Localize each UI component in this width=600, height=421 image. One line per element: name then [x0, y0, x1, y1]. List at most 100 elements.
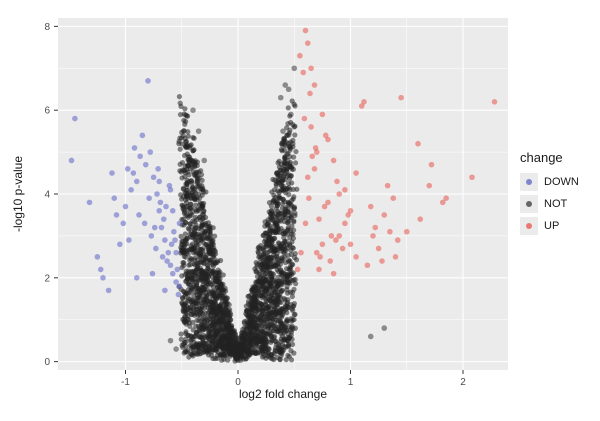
data-point-down	[72, 115, 78, 122]
data-point-not	[288, 164, 294, 170]
data-point-not	[173, 346, 179, 352]
data-point-not	[280, 196, 286, 203]
data-point-not	[191, 244, 197, 250]
data-point-not	[182, 339, 189, 345]
data-point-not	[210, 319, 217, 325]
data-point-up	[426, 182, 433, 189]
data-point-not	[212, 294, 218, 301]
data-point-not	[220, 351, 227, 358]
data-point-not	[258, 279, 265, 285]
data-point-not	[185, 313, 191, 319]
data-point-not	[217, 337, 224, 344]
data-point-not	[271, 235, 278, 241]
data-point-not	[273, 288, 279, 295]
data-point-not	[179, 160, 186, 166]
data-point-not	[211, 339, 217, 345]
data-point-not	[293, 148, 299, 155]
data-point-not	[192, 158, 198, 164]
not-points-layer	[167, 65, 388, 364]
up-points-layer	[294, 27, 498, 277]
data-point-down	[145, 78, 151, 84]
data-point-not	[212, 233, 218, 239]
data-point-not	[208, 352, 215, 359]
data-point-not	[192, 236, 198, 242]
data-point-not	[200, 316, 206, 322]
data-point-not	[284, 245, 291, 251]
data-point-up	[372, 224, 379, 231]
legend-key-up	[520, 217, 538, 235]
data-point-not	[179, 167, 186, 173]
data-point-not	[178, 233, 184, 239]
data-point-not	[285, 280, 291, 286]
data-point-down	[169, 270, 176, 277]
data-point-up	[439, 199, 446, 206]
data-point-not	[292, 103, 298, 109]
data-point-down	[147, 149, 154, 155]
data-point-down	[150, 174, 157, 181]
data-point-not	[289, 271, 295, 277]
data-point-up	[328, 233, 335, 239]
data-point-not	[191, 350, 197, 356]
data-point-not	[191, 305, 197, 311]
data-point-not	[273, 205, 279, 211]
data-point-not	[272, 348, 279, 354]
data-point-up	[311, 166, 318, 172]
data-point-not	[197, 306, 203, 312]
data-point-not	[254, 261, 260, 268]
data-point-not	[281, 159, 287, 165]
data-point-up	[297, 52, 303, 59]
data-point-not	[289, 98, 295, 104]
data-point-not	[180, 194, 186, 200]
data-point-not	[272, 228, 278, 234]
data-point-not	[278, 225, 284, 232]
data-point-up	[322, 132, 329, 139]
legend-item-up: UP	[520, 215, 595, 237]
data-point-not	[228, 329, 235, 336]
data-point-not	[207, 304, 213, 310]
data-point-not	[269, 239, 275, 245]
data-point-not	[226, 325, 233, 331]
data-point-not	[279, 148, 285, 154]
data-point-not	[254, 308, 260, 314]
data-point-up	[375, 245, 382, 252]
data-point-not	[206, 326, 212, 333]
data-point-not	[290, 235, 297, 241]
data-point-not	[181, 350, 187, 356]
data-point-up	[308, 124, 314, 130]
data-point-not	[255, 293, 261, 300]
data-point-not	[225, 357, 231, 363]
data-point-not	[167, 337, 174, 344]
data-point-not	[280, 215, 286, 221]
data-point-up	[392, 254, 399, 260]
data-point-not	[191, 230, 197, 236]
data-point-down	[105, 287, 112, 294]
data-point-not	[200, 271, 206, 277]
data-point-not	[290, 304, 296, 310]
data-point-not	[281, 296, 287, 302]
data-point-not	[288, 251, 295, 258]
data-point-down	[120, 220, 127, 227]
data-point-not	[269, 356, 275, 362]
data-point-up	[364, 262, 371, 269]
data-point-up	[319, 111, 326, 118]
data-point-up	[313, 149, 320, 155]
data-point-not	[254, 273, 261, 280]
data-point-down	[151, 224, 158, 231]
data-point-up	[308, 65, 314, 72]
data-point-not	[218, 357, 225, 363]
data-point-down	[122, 203, 129, 210]
data-point-up	[309, 153, 316, 160]
data-point-not	[193, 172, 199, 178]
data-point-down	[171, 228, 177, 235]
data-point-not	[180, 344, 186, 350]
data-point-not	[294, 186, 300, 192]
data-point-not	[179, 295, 186, 301]
data-point-up	[321, 203, 328, 210]
data-point-not	[186, 226, 192, 232]
data-point-not	[367, 333, 374, 340]
data-point-not	[245, 301, 251, 307]
legend-dot-up	[526, 223, 532, 229]
legend-key-down	[520, 173, 538, 191]
data-point-down	[167, 262, 174, 269]
